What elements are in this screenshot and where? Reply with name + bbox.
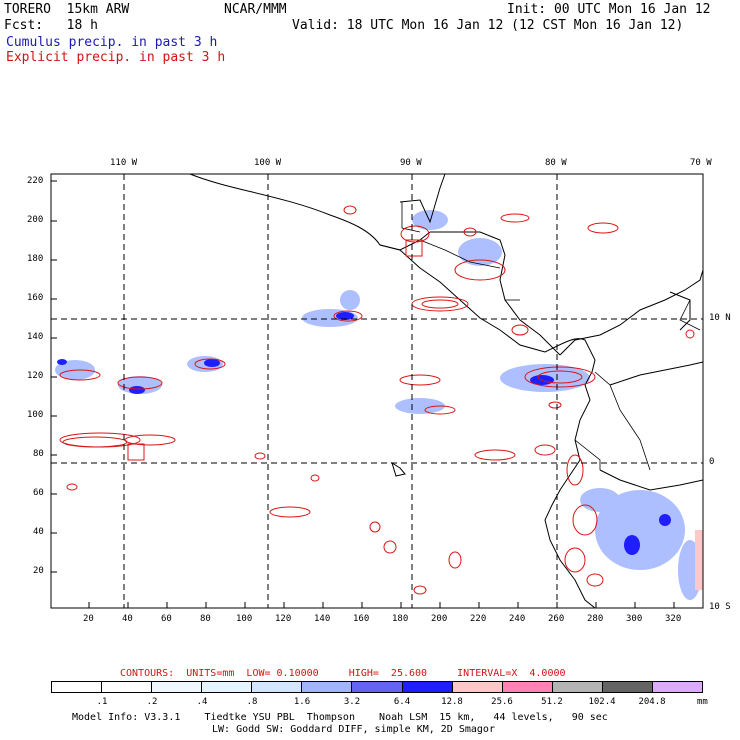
contours-info: CONTOURS: UNITS=mm LOW= 0.10000 HIGH= 25…	[120, 668, 566, 679]
y-label: 100	[27, 410, 44, 420]
lon-label-100w: 100 W	[254, 158, 282, 168]
colorbar-tick-label: 25.6	[491, 697, 513, 707]
x-label: 20	[83, 614, 94, 624]
x-label: 300	[626, 614, 643, 624]
heavy-precip-patch	[695, 530, 703, 590]
colorbar-segment	[301, 682, 352, 692]
y-label: 200	[27, 215, 44, 225]
country-borders	[401, 202, 701, 471]
x-label: 120	[275, 614, 292, 624]
model-title: TORERO 15km ARW	[4, 2, 130, 17]
colorbar-segment	[151, 682, 202, 692]
cumulus-precip-cores	[57, 312, 671, 555]
colorbar-segment	[351, 682, 402, 692]
y-label: 40	[33, 527, 44, 537]
lat-label-10s: 10 S	[709, 602, 731, 612]
valid-time: Valid: 18 UTC Mon 16 Jan 12 (12 CST Mon …	[292, 18, 684, 33]
colorbar-tick-label: .2	[146, 697, 158, 707]
colorbar-segment	[201, 682, 252, 692]
physics-info-line: LW: Godd SW: Goddard DIFF, simple KM, 2D…	[212, 724, 495, 735]
model-info-line: Model Info: V3.3.1 Tiedtke YSU PBL Thomp…	[72, 712, 608, 723]
x-label: 80	[200, 614, 211, 624]
colorbar-tick-label: 6.4	[393, 697, 411, 707]
colorbar	[51, 681, 703, 693]
lat-label-0: 0	[709, 457, 715, 467]
org-label: NCAR/MMM	[224, 2, 287, 17]
x-label: 140	[314, 614, 331, 624]
colorbar-segment	[101, 682, 152, 692]
colorbar-segment	[551, 682, 602, 692]
x-label: 40	[122, 614, 133, 624]
colorbar-tick-label: 51.2	[541, 697, 563, 707]
x-label: 100	[236, 614, 253, 624]
colorbar-tick-label: .8	[246, 697, 258, 707]
x-label: 240	[509, 614, 526, 624]
colorbar-segment	[651, 682, 703, 692]
colorbar-tick-label: .4	[196, 697, 208, 707]
lon-label-80w: 80 W	[545, 158, 567, 168]
colorbar-unit: mm	[697, 697, 708, 707]
init-time: Init: 00 UTC Mon 16 Jan 12	[507, 2, 711, 17]
y-label: 180	[27, 254, 44, 264]
x-label: 280	[587, 614, 604, 624]
left-tick-marks	[51, 180, 57, 573]
forecast-hour: Fcst: 18 h	[4, 18, 98, 33]
lon-label-110w: 110 W	[110, 158, 138, 168]
lon-label-70w: 70 W	[690, 158, 712, 168]
cumulus-precip-areas	[55, 210, 702, 600]
colorbar-segment	[401, 682, 452, 692]
explicit-legend-line: Explicit precip. in past 3 h	[6, 50, 226, 65]
lon-label-90w: 90 W	[400, 158, 422, 168]
x-label: 260	[548, 614, 565, 624]
y-label: 60	[33, 488, 44, 498]
colorbar-tick-label: 204.8	[638, 697, 666, 707]
colorbar-tick-label: 12.8	[441, 697, 463, 707]
coastlines	[189, 173, 704, 609]
colorbar-segment	[52, 682, 102, 692]
explicit-precip-contours	[59, 205, 695, 595]
colorbar-segment	[601, 682, 652, 692]
colorbar-tick-label: 3.2	[343, 697, 361, 707]
x-label: 220	[470, 614, 487, 624]
colorbar-segment	[501, 682, 552, 692]
map-frame	[50, 173, 704, 609]
x-label: 200	[431, 614, 448, 624]
colorbar-tick-label: .1	[96, 697, 108, 707]
colorbar-tick-label: 1.6	[293, 697, 311, 707]
y-label: 140	[27, 332, 44, 342]
y-label: 220	[27, 176, 44, 186]
cumulus-legend-line: Cumulus precip. in past 3 h	[6, 35, 218, 50]
x-label: 180	[392, 614, 409, 624]
y-label: 160	[27, 293, 44, 303]
colorbar-tick-label: 102.4	[588, 697, 616, 707]
colorbar-segment	[451, 682, 502, 692]
colorbar-segment	[251, 682, 302, 692]
bottom-tick-marks	[88, 602, 675, 608]
y-label: 80	[33, 449, 44, 459]
x-label: 60	[161, 614, 172, 624]
lat-lon-grid	[51, 174, 703, 608]
y-label: 120	[27, 371, 44, 381]
x-label: 320	[665, 614, 682, 624]
y-label: 20	[33, 566, 44, 576]
x-label: 160	[353, 614, 370, 624]
lat-label-10n: 10 N	[709, 313, 731, 323]
